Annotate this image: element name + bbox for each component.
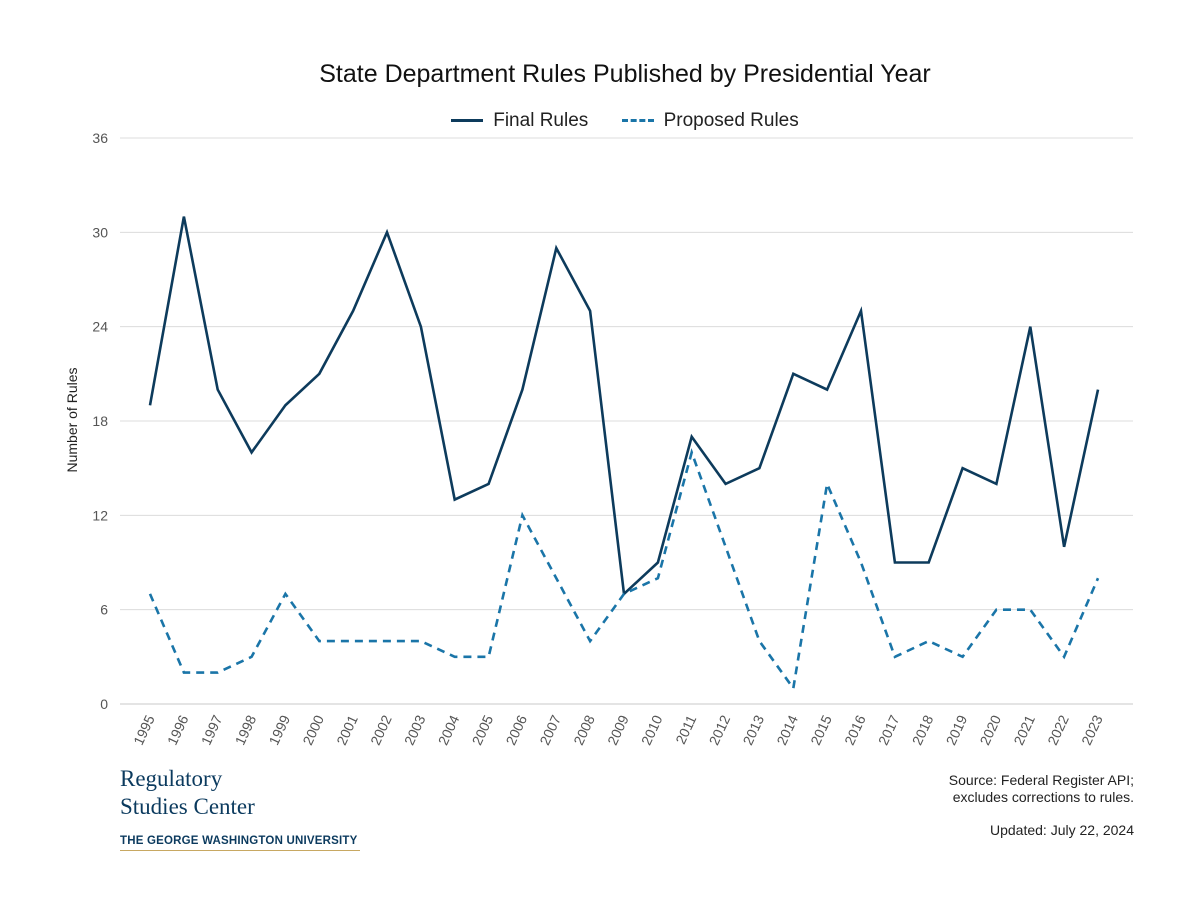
x-tick-label-2016: 2016 [841, 712, 869, 747]
x-tick-label-2018: 2018 [909, 712, 937, 747]
chart-title: State Department Rules Published by Pres… [319, 60, 931, 88]
x-tick-label-2005: 2005 [469, 712, 497, 747]
regulatory-studies-center-logo: Regulatory Studies Center THE GEORGE WAS… [120, 765, 360, 851]
x-tick-label-2013: 2013 [739, 712, 767, 747]
legend-label-proposed: Proposed Rules [663, 109, 799, 131]
x-tick-label-2017: 2017 [875, 712, 903, 747]
series-line-proposed-rules [148, 448, 1100, 692]
x-tick-label-1997: 1997 [198, 712, 226, 747]
y-tick-label-18: 18 [92, 413, 108, 429]
x-tick-label-2009: 2009 [604, 712, 632, 747]
x-tick-label-2008: 2008 [570, 712, 598, 747]
y-tick-label-0: 0 [100, 696, 108, 712]
x-tick-label-2021: 2021 [1010, 712, 1038, 747]
x-tick-label-2000: 2000 [299, 712, 327, 747]
x-tick-label-2012: 2012 [706, 712, 734, 747]
x-tick-label-2014: 2014 [773, 712, 801, 747]
x-tick-label-2006: 2006 [502, 712, 530, 747]
updated-date: Updated: July 22, 2024 [990, 822, 1134, 838]
x-tick-label-2002: 2002 [367, 712, 395, 747]
source-line-2: excludes corrections to rules. [952, 789, 1134, 805]
y-tick-label-24: 24 [92, 319, 108, 335]
y-tick-label-30: 30 [92, 224, 108, 240]
x-tick-label-2007: 2007 [536, 712, 564, 747]
legend: Final Rules Proposed Rules [0, 106, 1200, 132]
x-tick-label-2020: 2020 [976, 712, 1004, 747]
logo-line-1: Regulatory [120, 766, 223, 791]
series-line-final-rules [148, 216, 1100, 597]
series-lines [148, 216, 1100, 692]
x-tick-label-2022: 2022 [1044, 712, 1072, 747]
y-tick-label-12: 12 [92, 507, 108, 523]
legend-label-final: Final Rules [493, 109, 589, 131]
legend-item-final: Final Rules [451, 110, 588, 132]
legend-item-proposed: Proposed Rules [621, 109, 799, 132]
y-tick-labels: 0 6 12 18 24 30 36 [92, 130, 108, 712]
y-axis-label: Number of Rules [64, 367, 80, 472]
x-tick-label-1999: 1999 [265, 712, 293, 747]
legend-swatch-dashed-icon [621, 119, 654, 122]
x-tick-label-2019: 2019 [943, 712, 971, 747]
x-tick-label-2015: 2015 [807, 712, 835, 747]
logo-line-2: Studies Center [120, 794, 255, 819]
x-tick-labels: 1995 1996 1997 1998 1999 2000 2001 2002 2003 2004… [130, 712, 1106, 747]
legend-swatch-solid-icon [451, 119, 484, 122]
x-tick-label-2010: 2010 [638, 712, 666, 747]
logo-university: THE GEORGE WASHINGTON UNIVERSITY [120, 835, 360, 851]
grid-lines [120, 137, 1133, 705]
x-tick-label-1998: 1998 [232, 712, 260, 747]
y-tick-label-6: 6 [100, 602, 108, 618]
x-tick-label-2003: 2003 [401, 712, 429, 747]
y-tick-label-36: 36 [92, 130, 108, 146]
source-note: Source: Federal Register API; excludes c… [949, 772, 1134, 806]
source-line-1: Source: Federal Register API; [948, 772, 1134, 788]
x-tick-label-2023: 2023 [1078, 712, 1106, 747]
x-tick-label-1996: 1996 [164, 712, 192, 747]
x-tick-label-1995: 1995 [130, 712, 158, 747]
x-tick-label-2001: 2001 [333, 712, 361, 747]
x-tick-label-2011: 2011 [672, 712, 699, 746]
x-tick-label-2004: 2004 [435, 712, 463, 747]
